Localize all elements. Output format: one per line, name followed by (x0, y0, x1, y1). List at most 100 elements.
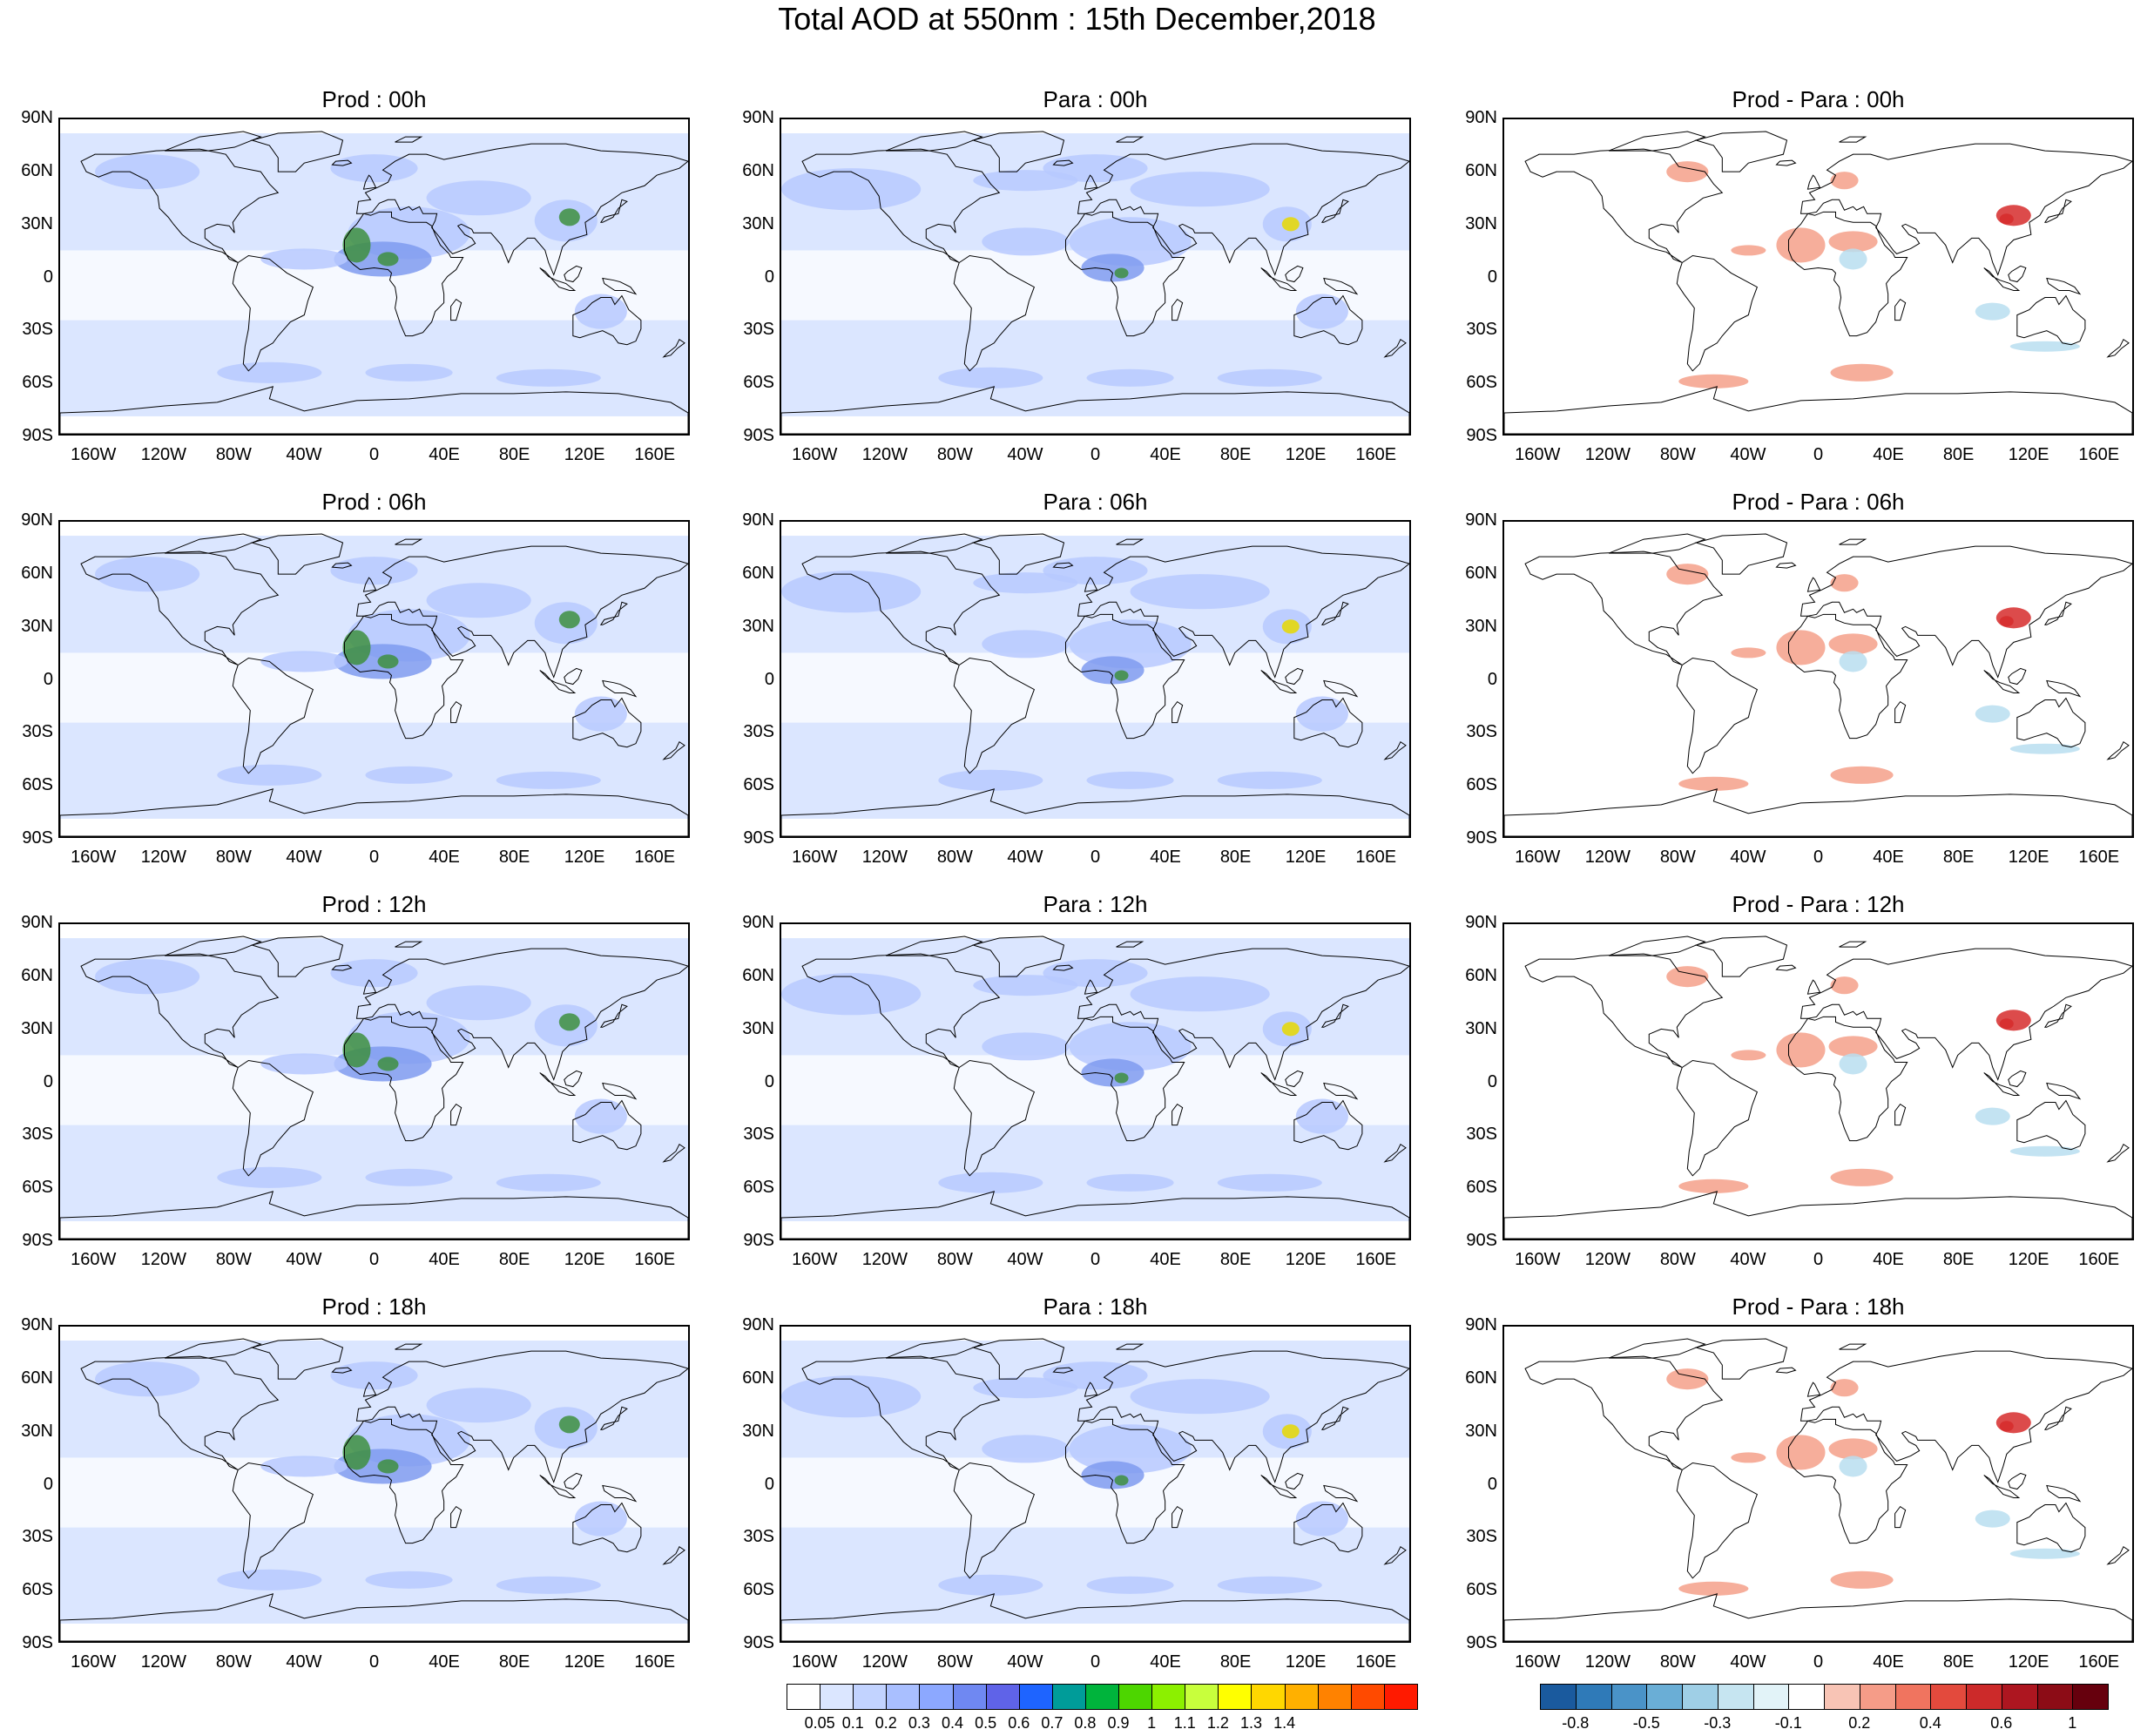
aerosol-plume (1839, 1456, 1867, 1477)
aerosol-plume (377, 1057, 399, 1071)
coastline-uk (1084, 577, 1098, 592)
lon-tick-label: 0 (1090, 1652, 1101, 1672)
lat-tick-label: 90S (743, 1633, 774, 1652)
coastline-arcticIslands (164, 1338, 262, 1359)
coastline-australia (2016, 294, 2086, 346)
aerosol-plume (1995, 1412, 2031, 1434)
lon-tick-label: 160W (71, 445, 117, 464)
colorbar-swatch (853, 1684, 888, 1710)
coastline-indonesia (539, 1475, 577, 1499)
panel-title: Para : 12h (1043, 891, 1148, 917)
panel-title: Prod - Para : 00h (1732, 86, 1905, 112)
lon-tick-label: 120E (564, 445, 605, 464)
colorbar-swatch (2036, 1684, 2074, 1710)
lon-tick-label: 40E (1150, 445, 1181, 464)
coastline-borneo (1285, 1472, 1304, 1490)
coastline-africa (1787, 1016, 1908, 1142)
lon-tick-label: 0 (1813, 1250, 1824, 1269)
aerosol-plume (330, 1361, 418, 1390)
lat-tick-label: 30S (743, 1125, 774, 1145)
lat-tick-label: 0 (43, 267, 53, 287)
map-frame (58, 1325, 690, 1643)
coastline-antarctica (781, 386, 1409, 434)
lat-tick-label: 90S (22, 1633, 53, 1652)
lon-tick-label: 120W (1584, 1250, 1631, 1269)
lat-tick-label: 30S (22, 722, 53, 742)
map-frame (58, 922, 690, 1240)
coastline-africa (1064, 211, 1185, 337)
lat-tick-label: 60N (21, 160, 53, 180)
lon-tick-label: 80E (498, 445, 530, 464)
coastline-newGuinea (2046, 1484, 2082, 1503)
coastline-africa (343, 211, 464, 337)
map-canvas (1504, 533, 2132, 836)
lon-tick-label: 40W (1730, 1652, 1766, 1672)
coastline-newGuinea (2046, 679, 2082, 698)
lon-tick-label: 160E (2078, 1250, 2120, 1269)
colorbar-swatch (1084, 1684, 1120, 1710)
coastline-japan (599, 1003, 628, 1028)
lon-tick-label: 80E (1219, 1250, 1252, 1269)
coastline-antarctica (781, 1593, 1409, 1641)
aerosol-plume (377, 252, 399, 267)
colorbar-swatch (787, 1684, 821, 1710)
aerosol-plume (1999, 616, 2014, 627)
aerosol-plume (330, 557, 418, 585)
lon-tick-label: 80W (1659, 445, 1696, 464)
aerosol-plume (426, 180, 531, 216)
panel-title: Para : 06h (1043, 489, 1148, 515)
panel-title: Para : 18h (1043, 1294, 1148, 1320)
coastline-northAmerica (80, 148, 280, 263)
lon-tick-label: 160W (1515, 1250, 1561, 1269)
aerosol-plume (217, 361, 322, 383)
lat-tick-label: 0 (1487, 267, 1497, 287)
para-panel: Para : 06h 90N 60N 30N 0 30S 60S 90S 160W 120W 80W… (742, 489, 1411, 866)
aerosol-plume (1830, 363, 1894, 382)
lat-tick-label: 30N (1465, 1421, 1497, 1441)
aerosol-plume (1731, 1050, 1766, 1061)
aerosol-plume (1731, 1452, 1766, 1463)
coastline-southAmerica (953, 657, 1036, 774)
aerosol-plume (342, 630, 371, 665)
lat-tick-label: 90N (1465, 913, 1497, 932)
coastline-madagascar (450, 1103, 463, 1126)
coastline-northAmerica (80, 1355, 280, 1470)
lat-tick-label: 0 (1487, 1474, 1497, 1494)
colorbar-tick-label: 0.8 (1074, 1714, 1097, 1732)
lat-tick-label: 60N (1465, 563, 1497, 583)
coastline-newGuinea (602, 277, 638, 295)
lat-tick-label: 30S (22, 320, 53, 340)
colorbar-swatch (952, 1684, 987, 1710)
coastline-eurasia (1800, 948, 2132, 1081)
coastline-madagascar (450, 700, 463, 724)
aerosol-plume (365, 766, 453, 784)
aerosol-plume (1776, 227, 1826, 263)
coastline-newGuinea (602, 679, 638, 698)
prod-panel: Prod : 00h 90N 60N 30N 0 30S 60S 90S 160W 120W 80W… (21, 86, 690, 463)
lon-tick-label: 80E (1942, 1250, 1975, 1269)
lon-tick-label: 160E (1355, 848, 1397, 867)
lon-tick-label: 120E (2008, 1652, 2049, 1672)
coastline-arcticIslands (885, 533, 983, 554)
lat-tick-label: 30N (742, 616, 774, 636)
colorbar-tick-label: 1.4 (1273, 1714, 1296, 1732)
lon-tick-label: 160E (634, 1250, 676, 1269)
lat-tick-label: 30S (743, 320, 774, 340)
aerosol-plume (982, 1435, 1070, 1463)
aerosol-plume (1130, 1379, 1270, 1415)
coastline-indonesia (1983, 1475, 2021, 1499)
coastline-greenland (1694, 1338, 1788, 1380)
lat-tick-label: 60N (1465, 965, 1497, 985)
aerosol-plume (1281, 217, 1300, 232)
colorbar-tick-label: 0.2 (1848, 1714, 1871, 1732)
aerosol-plume (1666, 966, 1709, 988)
aerosol-plume (2009, 341, 2080, 352)
coastline-antarctica (1504, 386, 2132, 434)
coastline-northAmerica (801, 551, 1001, 665)
coastline-africa (1787, 1418, 1908, 1544)
aerosol-plume (781, 1375, 922, 1418)
coastline-svalbard (1116, 538, 1145, 545)
coastline-africa (1064, 613, 1185, 740)
coastline-indonesia (539, 267, 577, 292)
aerosol-plume (260, 1456, 348, 1477)
